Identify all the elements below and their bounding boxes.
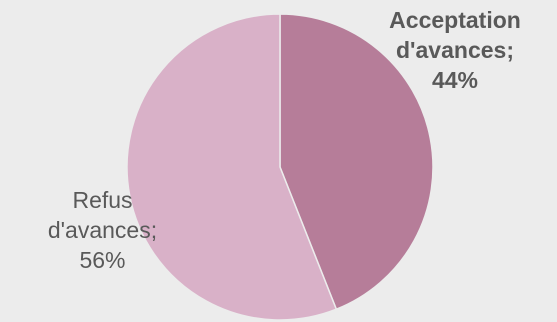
- slice-label-line: 56%: [79, 247, 126, 273]
- slice-label-line: Refus: [72, 187, 133, 213]
- pie-slice-refus-d-avances: [126, 13, 338, 321]
- pie-slice-acceptation-d-avances: [279, 13, 434, 311]
- slice-label-line: Acceptation: [389, 7, 521, 33]
- slice-label-acceptation: Acceptation d'avances; 44%: [370, 5, 540, 95]
- slice-label-line: 44%: [431, 67, 479, 93]
- slice-label-line: d'avances;: [396, 37, 514, 63]
- slice-label-refus: Refus d'avances; 56%: [10, 185, 195, 275]
- slice-label-line: d'avances;: [47, 217, 158, 243]
